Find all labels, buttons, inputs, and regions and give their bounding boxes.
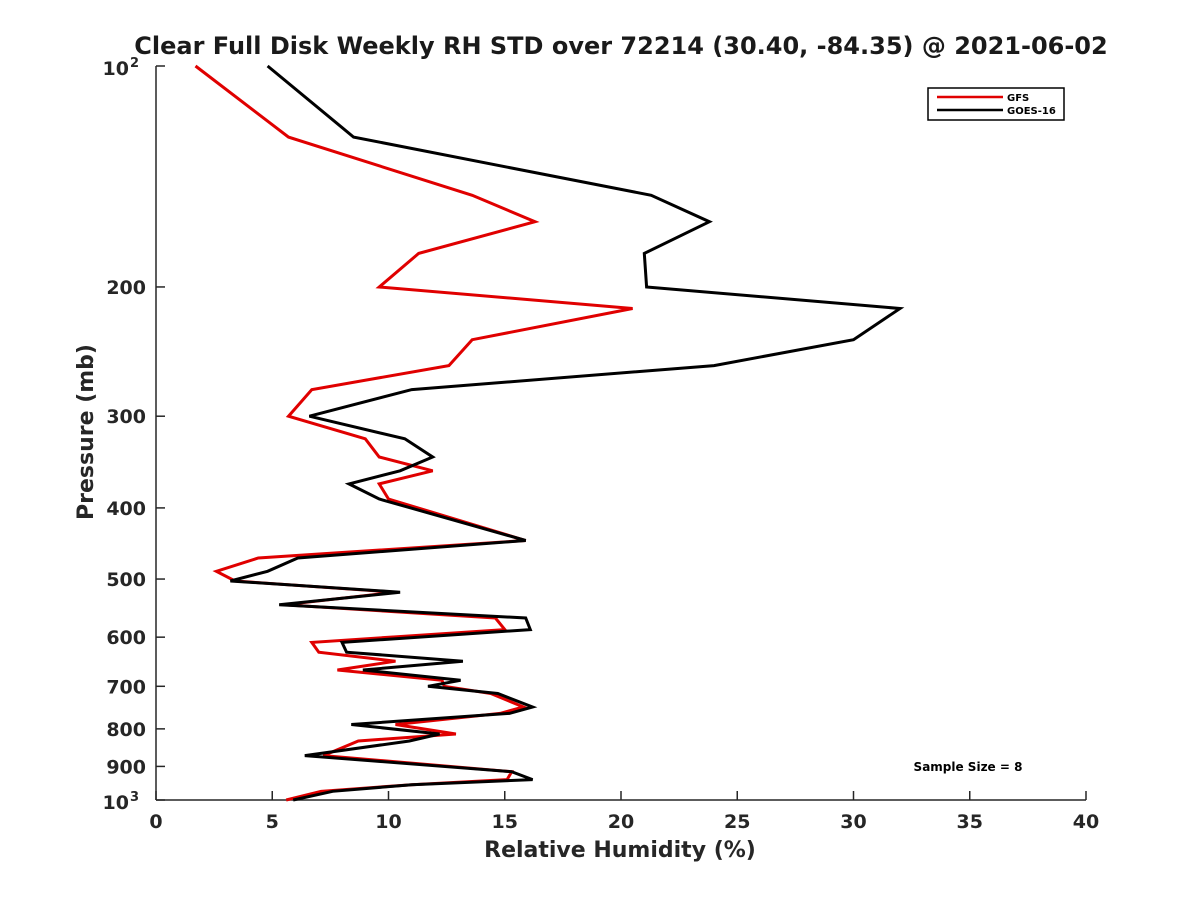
- y-tick-label: 300: [106, 406, 146, 428]
- y-tick-label: 500: [106, 569, 146, 591]
- series-line-goes-16: [230, 64, 905, 802]
- x-tick-label: 30: [840, 811, 866, 833]
- x-tick-label: 20: [608, 811, 634, 833]
- sample-size-annotation: Sample Size = 8: [914, 760, 1023, 774]
- y-axis-label: Pressure (mb): [74, 344, 99, 520]
- x-tick-label: 25: [724, 811, 750, 833]
- x-tick-label: 40: [1073, 811, 1099, 833]
- chart-title: Clear Full Disk Weekly RH STD over 72214…: [134, 32, 1107, 60]
- legend-label-goes-16: GOES-16: [1007, 106, 1056, 117]
- x-tick-label: 10: [375, 811, 401, 833]
- axes-layer: 0 5 10 15 20 25 30 35 40 200 300 400 500 600 700 800 900…: [103, 56, 1100, 833]
- x-tick-label: 5: [266, 811, 279, 833]
- x-axis-label: Relative Humidity (%): [484, 838, 756, 863]
- y-tick-label: 200: [106, 277, 146, 299]
- y-tick-label: 900: [106, 756, 146, 778]
- x-tick-label: 35: [957, 811, 983, 833]
- legend: GFS GOES-16: [927, 87, 1065, 121]
- y-tick-label: 400: [106, 498, 146, 520]
- y-tick-power-base: 10: [103, 58, 129, 80]
- series-layer: [194, 64, 905, 802]
- y-tick-label: 800: [106, 719, 146, 741]
- legend-items: GFS GOES-16: [937, 93, 1056, 117]
- x-tick-label: 0: [149, 811, 162, 833]
- y-tick-label: 700: [106, 676, 146, 698]
- x-tick-label: 15: [492, 811, 518, 833]
- y-tick-power-base: 10: [103, 792, 129, 814]
- y-tick-power-exponent: 2: [130, 56, 139, 71]
- y-tick-power-exponent: 3: [130, 790, 139, 805]
- y-tick-label: 600: [106, 627, 146, 649]
- legend-label-gfs: GFS: [1007, 93, 1029, 104]
- legend-box: [927, 87, 1065, 121]
